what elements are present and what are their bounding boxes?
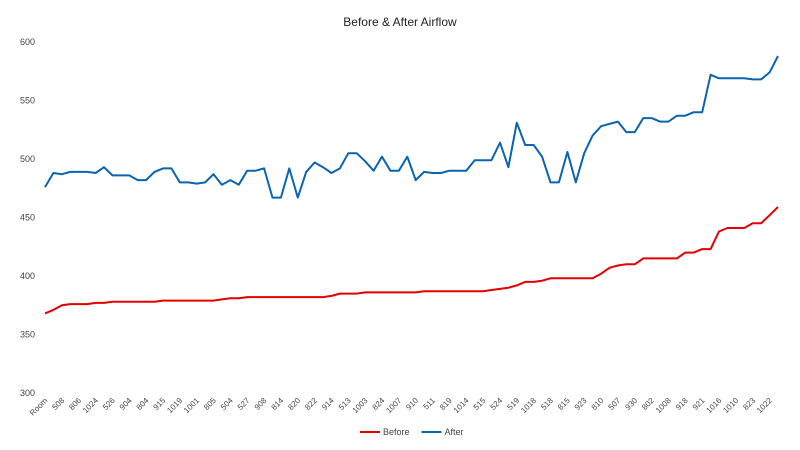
x-tick-label: 507 bbox=[607, 396, 623, 412]
x-tick-label: 1016 bbox=[704, 396, 723, 415]
x-tick-label: 805 bbox=[202, 396, 218, 412]
x-tick-label: 923 bbox=[573, 396, 589, 412]
x-tick-label: 908 bbox=[253, 396, 269, 412]
x-tick-label: 815 bbox=[556, 396, 572, 412]
x-tick-label: 930 bbox=[623, 396, 639, 412]
x-tick-label: 1024 bbox=[81, 396, 100, 415]
x-tick-label: 804 bbox=[135, 396, 151, 412]
x-tick-label: 918 bbox=[674, 396, 690, 412]
chart-title: Before & After Airflow bbox=[343, 15, 457, 29]
x-tick-label: 1007 bbox=[384, 396, 403, 415]
x-tick-label: 820 bbox=[286, 396, 302, 412]
x-tick-label: 504 bbox=[219, 396, 235, 412]
y-tick-label: 500 bbox=[20, 154, 35, 164]
x-tick-label: 508 bbox=[50, 396, 66, 412]
x-tick-label: 910 bbox=[404, 396, 420, 412]
legend-label: Before bbox=[383, 427, 410, 437]
y-tick-label: 350 bbox=[20, 330, 35, 340]
x-tick-label: 1001 bbox=[182, 396, 201, 415]
x-tick-label: 1003 bbox=[351, 396, 370, 415]
x-tick-label: 904 bbox=[118, 396, 134, 412]
x-tick-label: 1018 bbox=[519, 396, 538, 415]
x-tick-label: 526 bbox=[101, 396, 117, 412]
x-tick-label: Room bbox=[28, 396, 50, 418]
x-tick-label: 1008 bbox=[654, 396, 673, 415]
x-tick-label: 1019 bbox=[165, 396, 184, 415]
x-tick-label: 527 bbox=[236, 396, 252, 412]
y-tick-label: 300 bbox=[20, 388, 35, 398]
y-tick-label: 550 bbox=[20, 96, 35, 106]
x-tick-label: 1014 bbox=[452, 396, 471, 415]
x-tick-label: 814 bbox=[270, 396, 286, 412]
x-tick-label: 518 bbox=[539, 396, 555, 412]
x-tick-label: 1022 bbox=[755, 396, 774, 415]
x-tick-label: 524 bbox=[489, 396, 505, 412]
series-line bbox=[44, 206, 779, 315]
y-tick-label: 600 bbox=[20, 37, 35, 47]
x-tick-label: 822 bbox=[303, 396, 319, 412]
x-tick-label: 1010 bbox=[721, 396, 740, 415]
x-tick-label: 914 bbox=[320, 396, 336, 412]
x-tick-label: 511 bbox=[422, 396, 438, 412]
series-line bbox=[44, 55, 779, 199]
x-tick-label: 810 bbox=[590, 396, 606, 412]
y-tick-label: 400 bbox=[20, 271, 35, 281]
y-tick-label: 450 bbox=[20, 213, 35, 223]
x-tick-label: 515 bbox=[472, 396, 488, 412]
legend-label: After bbox=[445, 427, 464, 437]
